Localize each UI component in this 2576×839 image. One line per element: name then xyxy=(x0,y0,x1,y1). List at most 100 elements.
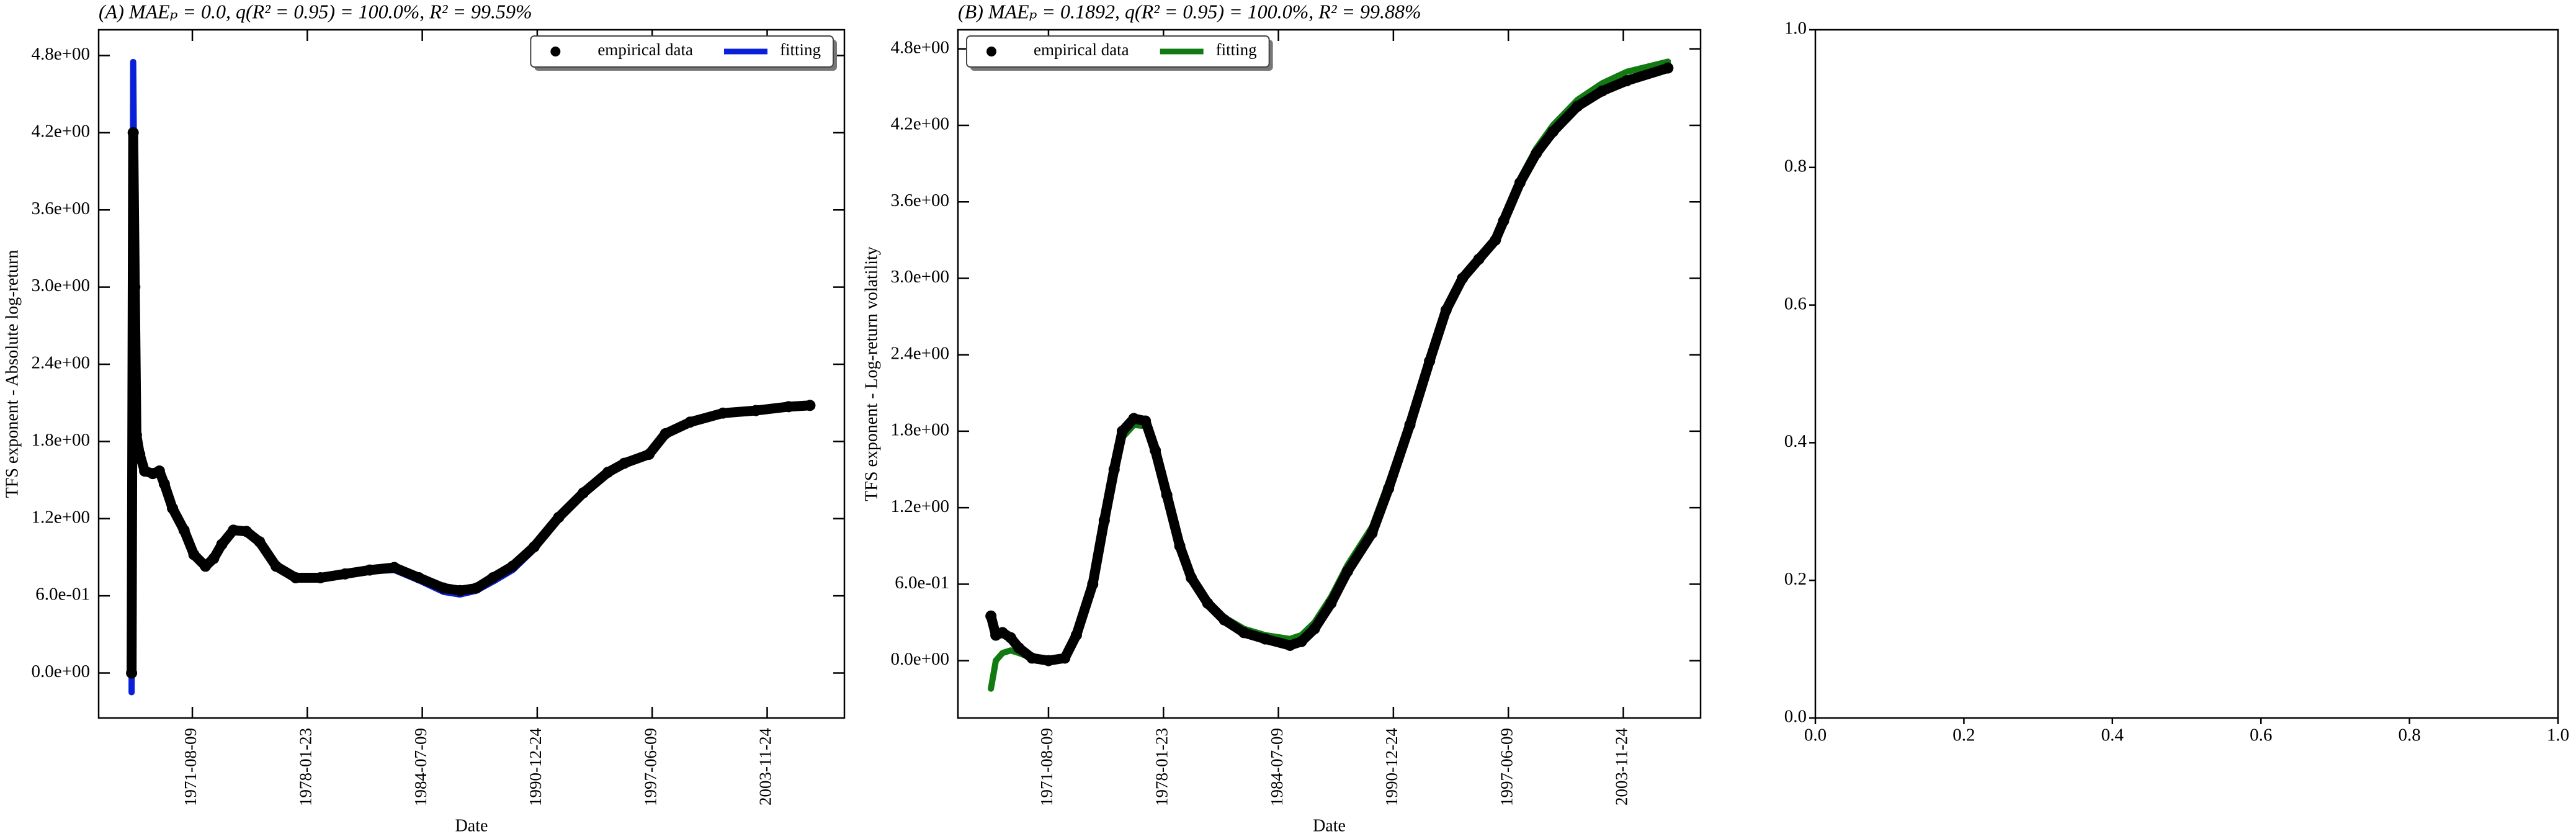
y-tick-label: 0.8 xyxy=(1784,156,1807,176)
y-tick-label: 0.0e+00 xyxy=(32,662,90,681)
data-point xyxy=(413,572,425,584)
legend-frame xyxy=(530,35,834,68)
y-tick-label: 4.2e+00 xyxy=(891,114,949,134)
data-point xyxy=(1219,614,1230,626)
data-point xyxy=(717,407,729,419)
y-tick-label: 1.0 xyxy=(1784,19,1807,38)
x-tick-label: 1971-08-09 xyxy=(181,728,200,806)
x-tick-label: 2003-11-24 xyxy=(1612,728,1631,805)
data-point xyxy=(1070,629,1082,641)
data-point xyxy=(1174,540,1186,552)
data-point xyxy=(684,416,696,428)
data-point xyxy=(127,127,139,138)
data-point xyxy=(1150,444,1161,456)
data-point xyxy=(1087,578,1099,590)
y-axis-label: TFS exponent - Absolute log-return xyxy=(2,250,22,498)
panel-title: (B) MAEₚ = 0.1892, q(R² = 0.95) = 100.0%… xyxy=(958,0,1421,22)
data-point xyxy=(507,560,519,572)
x-tick-label: 0.6 xyxy=(2250,725,2272,745)
data-point xyxy=(1202,598,1214,609)
x-tick-label: 0.4 xyxy=(2101,725,2124,745)
data-point xyxy=(1498,215,1509,227)
data-point xyxy=(643,449,655,460)
data-point xyxy=(1059,652,1071,664)
panel: 0.0e+00 6.0e-01 1.2e+00 1.8e+00 2.4e+00 3.0e+… xyxy=(2,0,846,835)
y-tick-label: 0.0e+00 xyxy=(891,649,949,669)
data-point xyxy=(1341,565,1353,577)
x-tick-label: 0.8 xyxy=(2398,725,2420,745)
y-tick-label: 0.4 xyxy=(1784,431,1807,451)
data-point xyxy=(208,552,220,564)
data-point xyxy=(1404,419,1416,431)
data-point xyxy=(985,610,997,622)
y-tick-label: 1.8e+00 xyxy=(32,430,90,450)
x-tick-label: 0.2 xyxy=(1952,725,1975,745)
data-point xyxy=(270,560,282,572)
data-point xyxy=(1621,75,1632,87)
data-point xyxy=(528,541,540,553)
y-tick-label: 3.6e+00 xyxy=(32,199,90,218)
legend-marker xyxy=(986,47,996,56)
data-point xyxy=(1308,623,1320,635)
data-point xyxy=(1013,642,1025,654)
data-point xyxy=(134,449,146,460)
data-point xyxy=(1490,234,1501,246)
data-point xyxy=(178,524,190,536)
data-point xyxy=(129,281,141,293)
data-point xyxy=(1259,633,1271,645)
data-point xyxy=(1295,635,1307,647)
data-point xyxy=(1186,572,1197,584)
y-tick-label: 6.0e-01 xyxy=(895,573,949,593)
y-tick-label: 0.2 xyxy=(1784,569,1807,589)
x-axis-label: Date xyxy=(455,816,488,835)
x-tick-label: 1978-01-23 xyxy=(1152,728,1171,806)
data-point xyxy=(158,478,170,490)
axes-frame xyxy=(957,29,1702,719)
data-point xyxy=(241,526,253,537)
data-point xyxy=(1572,101,1583,112)
data-point xyxy=(388,562,400,573)
x-tick-label: 1971-08-09 xyxy=(1037,728,1056,806)
data-point xyxy=(339,568,351,580)
y-tick-label: 2.4e+00 xyxy=(891,343,949,363)
y-tick-label: 1.2e+00 xyxy=(891,496,949,516)
x-tick-label: 1984-07-09 xyxy=(411,728,430,806)
data-point xyxy=(315,572,326,584)
y-tick-label: 4.2e+00 xyxy=(32,121,90,141)
x-tick-label: 1997-06-09 xyxy=(1497,728,1516,806)
data-point xyxy=(1424,355,1436,367)
data-point xyxy=(1116,425,1128,437)
data-point xyxy=(438,582,450,594)
data-point xyxy=(130,429,142,441)
legend-label: empirical data xyxy=(1034,40,1129,59)
data-point xyxy=(1238,627,1250,639)
y-tick-label: 4.8e+00 xyxy=(891,37,949,57)
y-axis-label: TFS exponent - Log-return volatility xyxy=(862,246,881,501)
x-tick-label: 1990-12-24 xyxy=(1382,728,1401,806)
data-point xyxy=(1098,514,1110,526)
data-point xyxy=(200,560,212,572)
data-point xyxy=(996,627,1008,639)
data-point xyxy=(188,549,200,560)
data-point xyxy=(783,401,795,413)
data-point xyxy=(1596,85,1608,97)
x-axis-label: Date xyxy=(1313,816,1346,835)
data-point xyxy=(1026,652,1038,664)
data-point xyxy=(1042,655,1054,666)
data-point xyxy=(660,428,671,439)
data-point xyxy=(167,503,179,514)
data-point xyxy=(454,585,466,596)
panel: 0.0e+00 6.0e-01 1.2e+00 1.8e+00 2.4e+00 3.0e+… xyxy=(862,0,1702,835)
y-tick-label: 6.0e-01 xyxy=(35,585,90,604)
y-tick-label: 0.0 xyxy=(1784,707,1807,727)
data-point xyxy=(470,582,482,594)
x-tick-label: 1984-07-09 xyxy=(1268,728,1286,806)
legend-label: fitting xyxy=(1216,40,1257,59)
y-tick-label: 3.0e+00 xyxy=(32,276,90,295)
x-tick-label: 0.0 xyxy=(1804,725,1827,745)
data-point xyxy=(1457,272,1469,284)
legend-frame xyxy=(966,35,1270,68)
data-point xyxy=(364,564,375,576)
